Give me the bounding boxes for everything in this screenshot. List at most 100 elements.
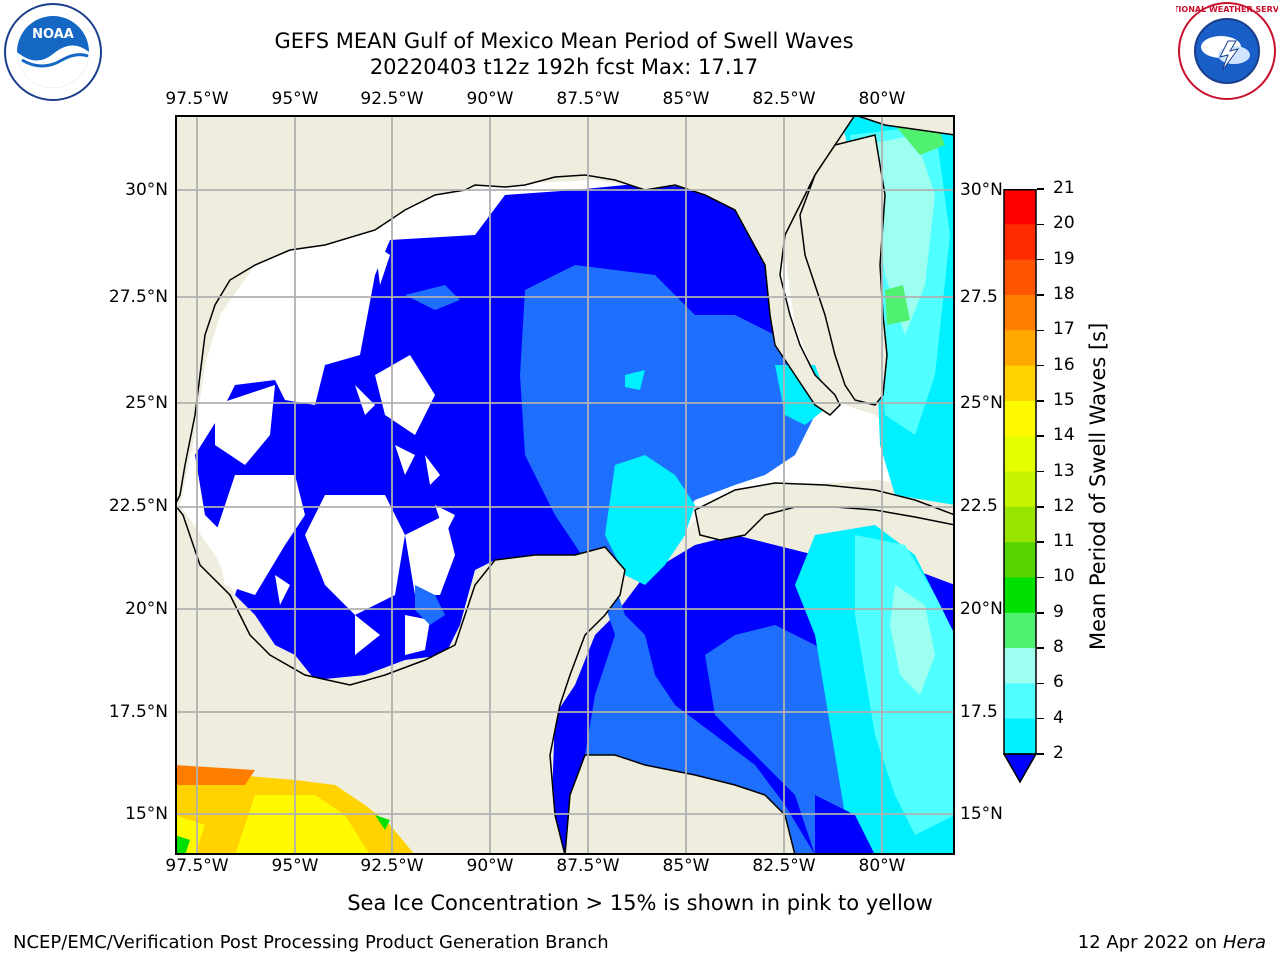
mexico-land [175,503,626,855]
lon-label-bottom: 90°W [466,856,514,876]
colorbar-tick-label: 2 [1053,743,1064,763]
colorbar-band [1004,365,1036,402]
lat-label-left: 30°N [125,180,168,200]
lat-label-left: 20°N [125,599,168,619]
swell-mid-blue [520,265,815,855]
footer-right: 12 Apr 2022 on Hera [1078,932,1266,953]
lon-label-top: 80°W [858,89,906,109]
colorbar-tick-label: 13 [1053,460,1075,481]
lat-label-left: 17.5°N [108,702,168,722]
colorbar-tick-label: 4 [1053,707,1064,728]
colorbar-tick-label: 12 [1053,495,1075,516]
lat-label-right: 27.5 [960,287,998,307]
central-america-land [564,754,796,855]
cuba-land [694,482,955,541]
colorbar-tick-label: 18 [1053,283,1075,304]
lon-label-top: 90°W [466,89,514,109]
us-coast-land [175,115,955,506]
colorbar-tick-mark [1037,470,1044,473]
colorbar-tick-label: 17 [1053,319,1075,340]
footer-left: NCEP/EMC/Verification Post Processing Pr… [13,932,609,953]
colorbar-tick-mark [1037,188,1044,190]
colorbar-band [1004,400,1036,437]
lat-label-left: 25°N [125,393,168,413]
lon-label-top: 95°W [271,89,319,109]
colorbar-band [1004,471,1036,508]
colorbar-tick-mark [1037,682,1044,685]
noaa-logo: NOAA [2,2,104,102]
colorbar-tick-mark [1037,435,1044,437]
colorbar-band [1004,259,1036,296]
sea-ice-caption: Sea Ice Concentration > 15% is shown in … [347,891,933,915]
lon-label-bottom: 82.5°W [752,856,816,876]
colorbar-tick-mark [1037,364,1044,367]
nws-logo: NATIONAL WEATHER SERVICE [1161,1,1280,101]
colorbar-tick-label: 16 [1053,354,1075,375]
lon-label-top: 87.5°W [556,89,620,109]
colorbar-band [1004,542,1036,578]
colorbar-extend [1002,753,1038,784]
lon-label-bottom: 95°W [271,856,319,876]
lat-label-right: 25°N [960,393,1003,413]
colorbar-tick-mark [1037,541,1044,543]
lon-label-bottom: 85°W [662,856,710,876]
colorbar-band [1004,330,1036,367]
map-title: GEFS MEAN Gulf of Mexico Mean Period of … [0,28,1128,80]
lon-label-bottom: 97.5°W [165,856,229,876]
colorbar-tick-label: 10 [1053,566,1075,587]
colorbar-tick-label: 9 [1053,601,1064,622]
colorbar-tick-mark [1037,294,1044,296]
lon-label-top: 85°W [662,89,710,109]
map-title-line2: 20220403 t12z 192h fcst Max: 17.17 [369,55,759,79]
colorbar-band [1004,436,1036,472]
colorbar-band [1004,224,1036,261]
colorbar-band [1004,718,1036,755]
lon-label-top: 92.5°W [360,89,424,109]
map-frame [175,115,955,855]
lat-label-right: 30°N [960,180,1003,200]
colorbar-tick-label: 19 [1053,248,1075,269]
colorbar-band [1004,577,1036,614]
lat-label-right: 22.5 [960,496,998,516]
colorbar-band [1004,189,1036,225]
lat-label-left: 22.5°N [108,496,168,516]
colorbar-band [1004,612,1036,649]
lat-label-right: 15°N [960,804,1003,824]
colorbar-tick-label: 6 [1053,672,1064,693]
map-title-line1: GEFS MEAN Gulf of Mexico Mean Period of … [274,29,854,53]
colorbar-tick-mark [1037,647,1044,649]
colorbar-tick-mark [1037,753,1044,755]
lon-label-top: 82.5°W [752,89,816,109]
colorbar-svg [1002,189,1038,784]
graticule [175,115,955,855]
colorbar-tick-label: 14 [1053,425,1075,446]
lat-label-right: 17.5 [960,702,998,722]
colorbar-tick-mark [1037,717,1044,720]
colorbar-tick-mark [1037,329,1044,331]
colorbar-tick-mark [1037,223,1044,226]
colorbar-band [1004,683,1036,720]
map-panel [175,115,955,855]
svg-text:NATIONAL WEATHER SERVICE: NATIONAL WEATHER SERVICE [1176,5,1278,14]
noaa-logo-text: NOAA [32,27,74,42]
colorbar-tick-label: 11 [1053,531,1075,552]
lon-label-bottom: 80°W [858,856,906,876]
colorbar-tick-label: 21 [1053,178,1075,198]
colorbar-tick-label: 20 [1053,213,1075,234]
footer-host: Hera [1222,932,1266,953]
swell-cyan [605,455,695,585]
colorbar [1002,189,1038,784]
colorbar-tick-mark [1037,576,1044,579]
lat-label-left: 15°N [125,804,168,824]
lat-label-left: 27.5°N [108,287,168,307]
colorbar-tick-mark [1037,400,1044,402]
footer-date: 12 Apr 2022 on [1077,932,1223,953]
lon-label-bottom: 87.5°W [556,856,620,876]
colorbar-band [1004,294,1036,331]
colorbar-label: Mean Period of Swell Waves [s] [1086,322,1110,650]
lat-label-right: 20°N [960,599,1003,619]
colorbar-band [1004,648,1036,684]
colorbar-tick-mark [1037,612,1044,614]
map-svg [175,115,955,855]
lon-label-bottom: 92.5°W [360,856,424,876]
